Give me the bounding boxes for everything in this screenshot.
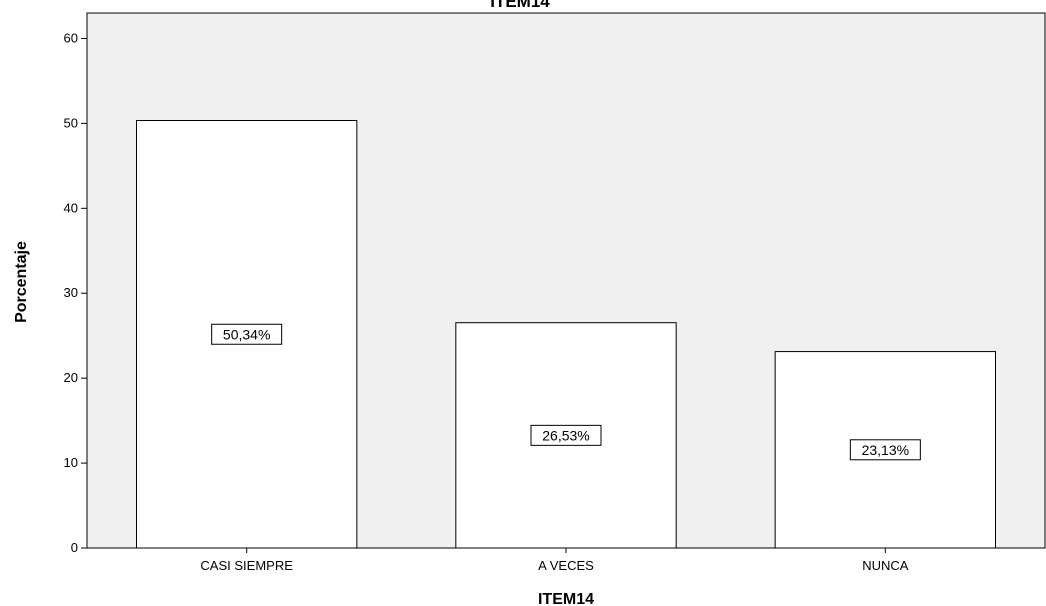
data-label: 50,34%: [223, 326, 270, 342]
data-label: 26,53%: [542, 427, 589, 443]
chart-title: ITEM14: [490, 0, 550, 11]
data-labels: 50,34% 26,53% 23,13%: [211, 323, 921, 461]
x-tick-label: CASI SIEMPRE: [200, 558, 293, 573]
x-axis-title: ITEM14: [538, 591, 594, 606]
data-label-box: [849, 439, 921, 461]
y-tick-label: 50: [64, 115, 78, 130]
x-tick-label: NUNCA: [862, 558, 909, 573]
y-tick-label: 10: [64, 455, 78, 470]
y-tick-label: 40: [64, 200, 78, 215]
y-tick-label: 20: [64, 370, 78, 385]
data-label: 23,13%: [862, 442, 909, 458]
data-label-box: [530, 424, 602, 446]
x-axis-labels: CASI SIEMPRE A VECES NUNCA: [200, 548, 909, 573]
y-tick-label: 60: [64, 30, 78, 45]
y-axis-title: Porcentaje: [13, 241, 30, 323]
x-tick-label: A VECES: [538, 558, 594, 573]
y-tick-label: 30: [64, 285, 78, 300]
data-label-box: [211, 323, 283, 345]
y-tick-label: 0: [71, 540, 78, 555]
y-axis-ticks: 0 10 20 30 40 50 60: [64, 30, 87, 555]
